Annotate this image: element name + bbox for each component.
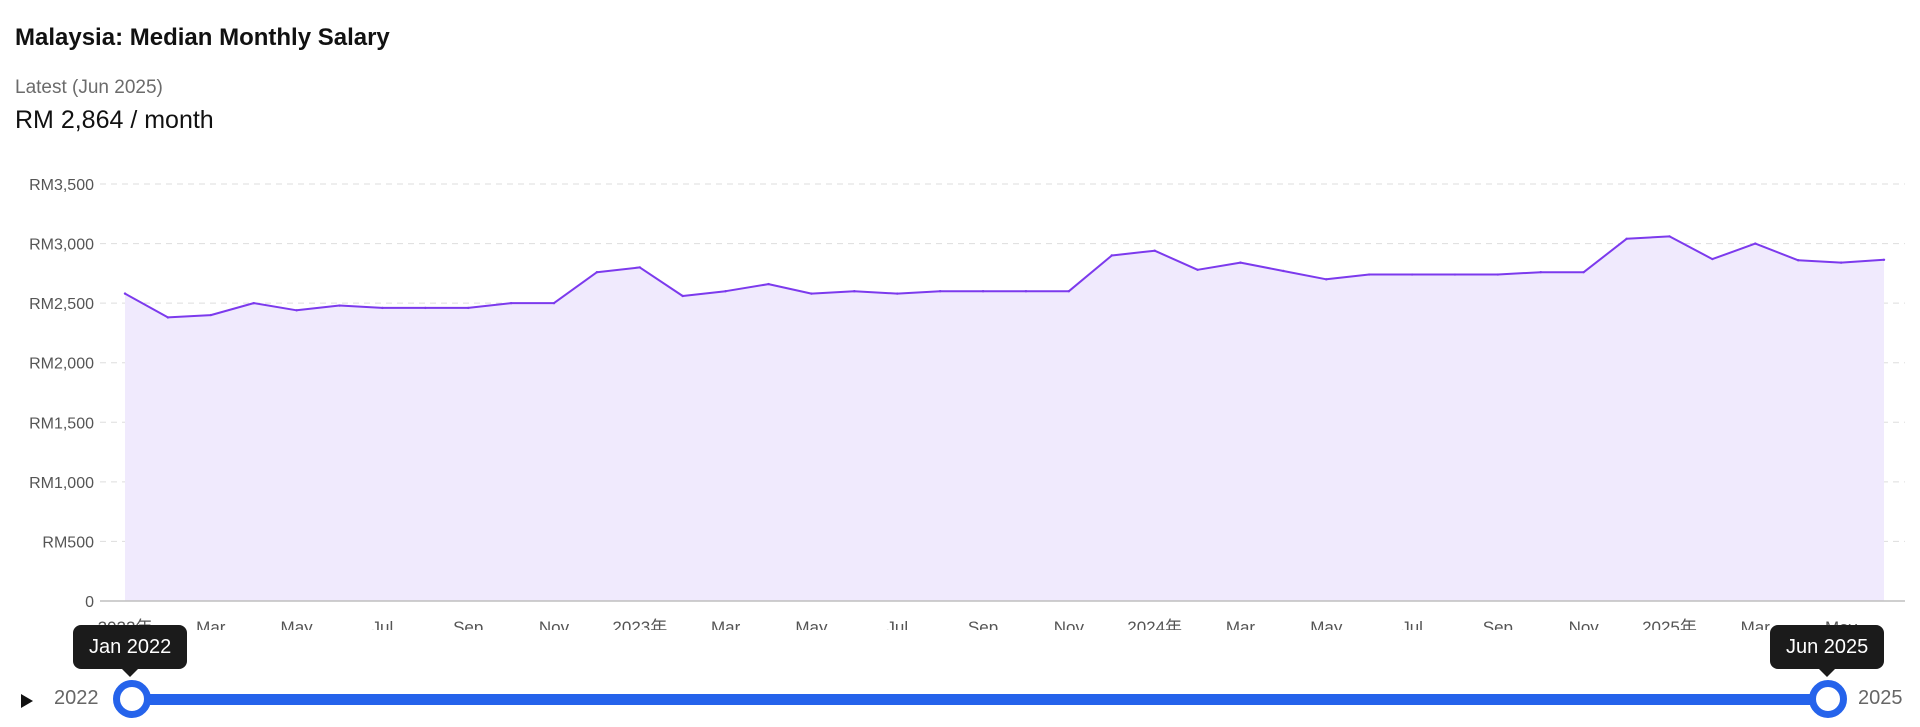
range-slider-track[interactable]	[132, 694, 1828, 705]
data-point	[810, 292, 813, 295]
data-point	[896, 292, 899, 295]
x-tick-label: Jul	[372, 618, 394, 630]
data-point	[1453, 273, 1457, 276]
data-point	[166, 316, 170, 319]
latest-label: Latest (Jun 2025)	[15, 77, 163, 98]
end-handle-tooltip: Jun 2025	[1770, 625, 1885, 677]
x-tick-label: Nov	[1569, 618, 1600, 630]
y-tick-label: RM1,000	[29, 475, 94, 492]
x-tick-label: Sep	[453, 618, 483, 630]
data-point	[1239, 261, 1242, 264]
x-tick-label: Mar	[1741, 618, 1771, 630]
y-tick-label: RM1,500	[29, 415, 94, 432]
data-point	[1325, 278, 1328, 281]
data-point	[938, 290, 942, 293]
data-point	[1711, 257, 1714, 261]
data-point	[767, 282, 770, 286]
data-point	[638, 266, 642, 269]
data-point	[1282, 269, 1285, 273]
y-tick-label: RM3,500	[29, 177, 94, 194]
data-point	[681, 294, 684, 298]
data-point	[853, 290, 856, 293]
x-tick-label: May	[795, 618, 828, 630]
x-tick-label: Nov	[1054, 618, 1085, 630]
data-point	[1110, 254, 1113, 257]
y-tick-label: RM3,000	[29, 237, 94, 254]
y-tick-label: 0	[85, 594, 94, 611]
data-point	[1367, 273, 1371, 276]
data-point	[1882, 258, 1886, 261]
y-tick-label: RM500	[42, 534, 94, 551]
x-tick-label: 2024年	[1127, 618, 1182, 630]
x-tick-label: 2023年	[612, 618, 667, 630]
data-point	[424, 306, 427, 310]
data-point	[1625, 237, 1628, 241]
data-point	[1067, 290, 1071, 293]
salary-area-chart: 0 RM500 RM1,000 RM1,500 RM2,000 RM2,500 RM3,00…	[29, 177, 1905, 630]
data-point	[1153, 249, 1156, 252]
x-tick-label: Mar	[1226, 618, 1256, 630]
x-tick-label: 2025年	[1642, 618, 1697, 630]
x-tick-label: Sep	[968, 618, 998, 630]
play-button[interactable]	[14, 689, 38, 713]
data-point	[552, 301, 556, 305]
play-icon	[21, 694, 33, 708]
x-tick-label: May	[281, 618, 314, 630]
data-point	[295, 309, 298, 312]
range-slider-end-handle[interactable]	[1809, 680, 1847, 718]
data-point	[123, 292, 127, 295]
data-point	[467, 306, 470, 310]
x-tick-label: Sep	[1483, 618, 1513, 630]
data-point	[1196, 268, 1199, 271]
x-tick-label: Jul	[886, 618, 908, 630]
slider-end-year: 2025	[1858, 687, 1903, 709]
data-point	[1839, 261, 1843, 264]
x-axis-ticks: 2022年 Mar May Jul Sep Nov 2023年 Mar May Jul Sep Nov…	[98, 618, 1858, 630]
range-slider-start-handle[interactable]	[113, 680, 151, 718]
data-point	[252, 301, 255, 305]
data-point	[1582, 270, 1585, 274]
data-point	[338, 304, 341, 307]
data-point	[981, 290, 985, 293]
x-tick-label: Nov	[539, 618, 570, 630]
data-point	[381, 306, 384, 310]
data-point	[1668, 235, 1671, 238]
area-series	[123, 235, 1886, 601]
y-tick-label: RM2,500	[29, 296, 94, 313]
data-point	[1024, 290, 1028, 293]
x-tick-label: Mar	[711, 618, 741, 630]
latest-value: RM 2,864 / month	[15, 106, 214, 134]
series-line	[124, 235, 1885, 319]
data-point	[1539, 270, 1542, 274]
y-tick-label: RM2,000	[29, 356, 94, 373]
x-tick-label: Mar	[196, 618, 226, 630]
data-point	[1754, 242, 1757, 245]
data-point	[1496, 273, 1500, 276]
start-handle-tooltip: Jan 2022	[73, 625, 188, 677]
slider-start-year: 2022	[54, 687, 99, 709]
area-fill	[125, 236, 1884, 601]
x-tick-label: Jul	[1401, 618, 1423, 630]
data-point	[1410, 273, 1414, 276]
data-point	[1796, 259, 1800, 262]
x-tick-label: May	[1310, 618, 1343, 630]
data-point	[595, 270, 599, 274]
data-point	[509, 301, 513, 305]
data-point	[724, 290, 727, 293]
chart-title: Malaysia: Median Monthly Salary	[15, 24, 390, 51]
y-axis-ticks: 0 RM500 RM1,000 RM1,500 RM2,000 RM2,500 RM3,00…	[29, 177, 94, 611]
data-point	[209, 313, 213, 317]
